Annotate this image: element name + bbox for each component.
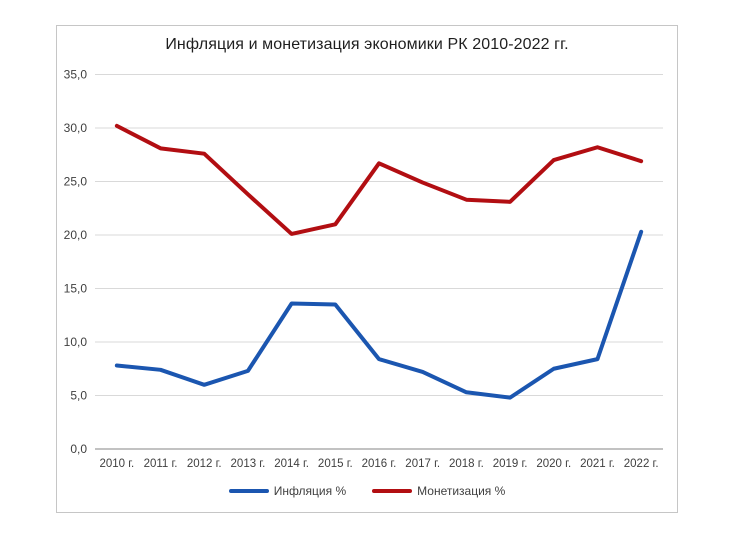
y-tick-label: 15,0	[64, 282, 88, 296]
y-tick-label: 20,0	[64, 228, 88, 242]
chart-frame: Инфляция и монетизация экономики РК 2010…	[56, 25, 678, 513]
legend-label-inflation: Инфляция %	[273, 484, 347, 498]
x-tick-label: 2011 г.	[144, 458, 178, 470]
x-tick-label: 2019 г.	[493, 458, 528, 470]
y-tick-label: 30,0	[64, 121, 88, 135]
series-line-1	[114, 123, 644, 236]
plot-area: 0,0 5,0 10,0 15,0 20,0 25,0 30,0 35,0 2010 г. 201…	[64, 68, 663, 470]
legend-label-monetization: Монетизация %	[417, 484, 506, 498]
y-tick-label: 35,0	[64, 68, 88, 82]
y-tick-label: 5,0	[70, 389, 87, 403]
series-line-0	[114, 229, 644, 400]
y-tick-label: 10,0	[64, 335, 88, 349]
y-tick-label: 0,0	[70, 442, 87, 456]
x-tick-label: 2010 г.	[99, 458, 134, 470]
legend-item-monetization: Монетизация %	[372, 484, 505, 498]
inflation-line-swatch	[228, 489, 269, 493]
x-tick-label: 2018 г.	[449, 458, 484, 470]
y-tick-label: 25,0	[64, 175, 88, 189]
x-tick-label: 2014 г.	[274, 458, 309, 470]
x-tick-label: 2015 г.	[318, 458, 353, 470]
legend: Инфляция % Монетизация %	[57, 484, 677, 498]
x-tick-label: 2016 г.	[362, 458, 397, 470]
x-tick-label: 2020 г.	[536, 458, 571, 470]
x-tick-label: 2013 г.	[231, 458, 266, 470]
x-tick-label: 2022 г.	[624, 458, 659, 470]
x-tick-label: 2012 г.	[187, 458, 222, 470]
monetization-line-swatch	[372, 489, 413, 493]
legend-item-inflation: Инфляция %	[228, 484, 347, 498]
x-tick-label: 2021 г.	[580, 458, 615, 470]
x-tick-label: 2017 г.	[405, 458, 440, 470]
chart-title: Инфляция и монетизация экономики РК 2010…	[165, 36, 569, 53]
